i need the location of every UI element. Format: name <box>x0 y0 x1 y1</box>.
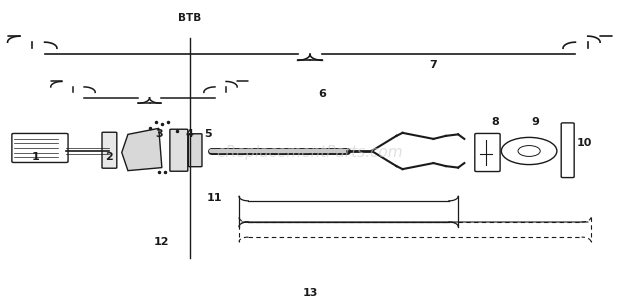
Text: 12: 12 <box>154 237 170 247</box>
Text: eReplacementParts.com: eReplacementParts.com <box>216 145 404 160</box>
Text: 2: 2 <box>105 152 113 162</box>
Text: 4: 4 <box>186 129 193 139</box>
Text: BTB: BTB <box>178 13 202 23</box>
Text: 7: 7 <box>430 60 437 70</box>
Text: 1: 1 <box>32 152 39 162</box>
Text: 8: 8 <box>491 117 499 127</box>
Polygon shape <box>122 128 162 170</box>
Text: 13: 13 <box>303 288 317 298</box>
FancyBboxPatch shape <box>188 134 202 167</box>
FancyBboxPatch shape <box>102 132 117 168</box>
Text: 9: 9 <box>531 117 539 127</box>
Text: 5: 5 <box>205 129 212 139</box>
Text: 10: 10 <box>577 138 592 149</box>
FancyBboxPatch shape <box>170 129 188 171</box>
Text: 6: 6 <box>319 88 326 99</box>
Text: 3: 3 <box>155 129 162 139</box>
Text: 11: 11 <box>206 193 222 203</box>
